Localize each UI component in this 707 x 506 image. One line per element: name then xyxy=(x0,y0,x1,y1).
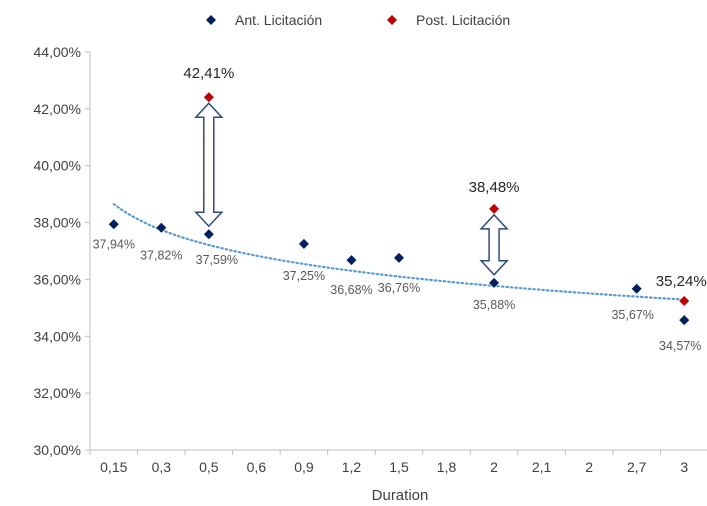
ant-licitacion-point xyxy=(346,255,357,266)
data-label: 38,48% xyxy=(469,179,520,196)
data-label: 34,57% xyxy=(659,339,701,353)
x-tick-label: 0,3 xyxy=(152,459,172,475)
ant-licitacion-point xyxy=(203,229,214,240)
y-tick-label: 30,00% xyxy=(34,442,81,458)
ant-licitacion-point xyxy=(298,238,309,249)
trendline xyxy=(112,203,686,301)
y-tick-label: 40,00% xyxy=(34,158,81,174)
legend-label-post: Post. Licitación xyxy=(416,12,510,28)
x-tick-label: 1,5 xyxy=(389,459,409,475)
ant-licitacion-point xyxy=(679,315,690,326)
x-axis: 0,15 0,3 0,5 0,6 0,9 1,2 1,5 1,8 2 2,1 2 2,7 3 xyxy=(89,449,707,475)
y-tick-label: 44,00% xyxy=(34,44,81,60)
x-tick-label: 0,6 xyxy=(247,459,267,475)
ant-licitacion-point xyxy=(631,283,642,294)
y-tick-label: 32,00% xyxy=(34,385,81,401)
y-tick-label: 36,00% xyxy=(34,271,81,287)
y-tick-label: 42,00% xyxy=(34,101,81,117)
x-tick-label: 2 xyxy=(490,459,498,475)
y-tick-label: 34,00% xyxy=(34,328,81,344)
legend-marker-post xyxy=(387,15,397,25)
data-label: 37,82% xyxy=(140,249,182,263)
legend-label-ant: Ant. Licitación xyxy=(235,12,322,28)
ant-licitacion-point xyxy=(156,222,167,233)
double-arrow xyxy=(479,213,509,276)
chart-legend: Ant. Licitación Post. Licitación xyxy=(206,12,510,28)
ant-licitacion-point xyxy=(108,219,119,230)
x-tick-label: 1,2 xyxy=(342,459,362,475)
data-label: 37,25% xyxy=(283,269,325,283)
legend-marker-ant xyxy=(206,15,216,25)
y-axis: 30,00% 32,00% 34,00% 36,00% 38,00% 40,00% 42,0… xyxy=(34,44,91,458)
ant-licitacion-point xyxy=(489,277,500,288)
x-tick-label: 3 xyxy=(680,459,688,475)
trendline-path xyxy=(112,203,686,301)
x-tick-label: 2,7 xyxy=(627,459,647,475)
data-labels: 37,94% 37,82% 37,59% 37,25% 36,68% 36,76% 35,8… xyxy=(93,65,707,353)
y-tick-label: 38,00% xyxy=(34,215,81,231)
data-label: 35,67% xyxy=(611,308,653,322)
double-arrow xyxy=(194,102,224,228)
post-licitacion-point xyxy=(203,92,214,103)
data-label: 36,68% xyxy=(330,283,372,297)
x-axis-title: Duration xyxy=(372,487,429,504)
x-tick-label: 2 xyxy=(585,459,593,475)
x-tick-label: 1,8 xyxy=(437,459,457,475)
x-tick-label: 0,5 xyxy=(199,459,219,475)
data-label: 42,41% xyxy=(183,65,234,82)
data-label: 37,59% xyxy=(196,253,238,267)
post-licitacion-point xyxy=(679,296,690,307)
data-label: 35,88% xyxy=(473,298,515,312)
change-arrows xyxy=(194,102,509,276)
x-tick-label: 0,9 xyxy=(294,459,314,475)
x-tick-label: 2,1 xyxy=(532,459,552,475)
post-licitacion-point xyxy=(489,203,500,214)
x-tick-label: 0,15 xyxy=(100,459,127,475)
data-label: 35,24% xyxy=(656,273,707,290)
data-label: 36,76% xyxy=(378,281,420,295)
data-points xyxy=(108,92,690,326)
data-label: 37,94% xyxy=(93,237,135,251)
ant-licitacion-point xyxy=(394,252,404,263)
